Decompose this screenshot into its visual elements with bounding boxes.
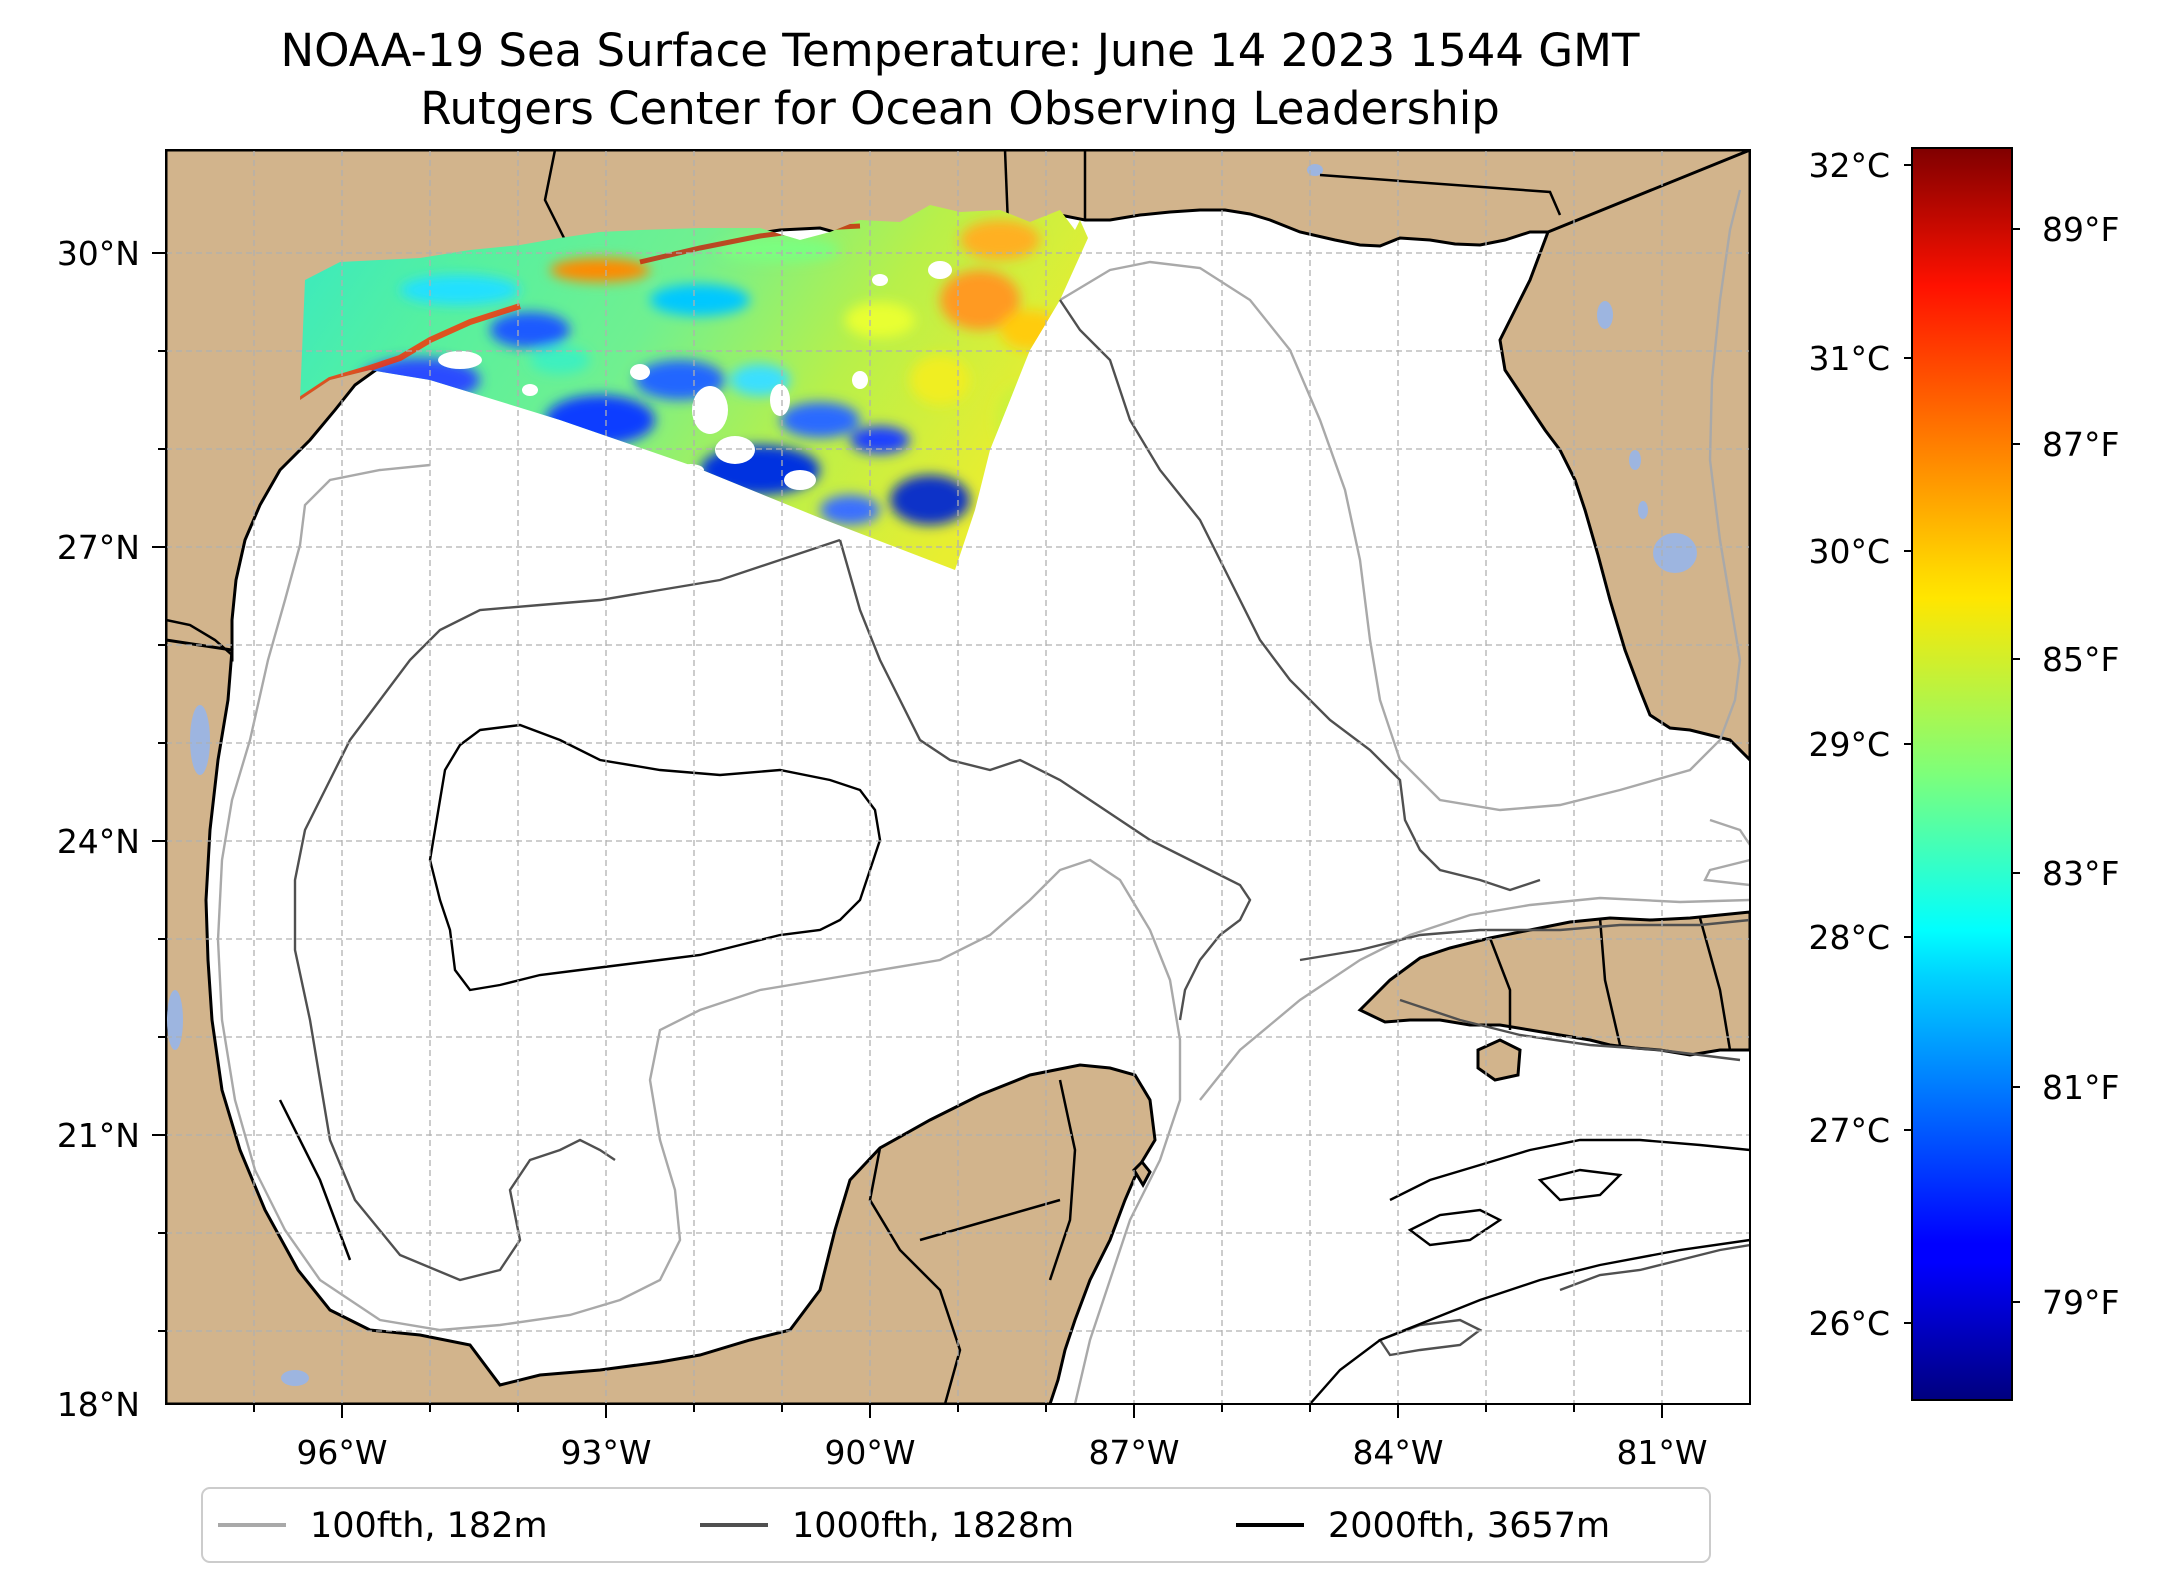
lat-tick-label: 21°N	[57, 1116, 140, 1155]
border-state-2	[1003, 150, 1010, 226]
colorbar-celsius-label: 29°C	[1808, 725, 1890, 764]
colorbar-celsius-ticks	[1904, 164, 1912, 1324]
colorbar-fahrenheit-label: 81°F	[2042, 1068, 2119, 1107]
lake-okeechobee	[1653, 533, 1697, 573]
lake-florida-2	[1629, 450, 1641, 470]
border-cuba-1	[1488, 937, 1512, 1030]
lon-tick-label: 90°W	[824, 1433, 915, 1472]
isobath-2000fth	[428, 723, 1750, 1404]
colorbar-fahrenheit-label: 79°F	[2042, 1283, 2119, 1322]
legend-item: 100fth, 182m	[218, 1506, 548, 1546]
colorbar-fahrenheit-label: 89°F	[2042, 210, 2119, 249]
colorbar-celsius-label: 26°C	[1808, 1304, 1890, 1343]
lake-georgia	[1307, 164, 1323, 176]
lon-tick-label: 84°W	[1352, 1433, 1443, 1472]
lake-florida-1	[1597, 301, 1613, 329]
lon-tick-label: 81°W	[1616, 1433, 1707, 1472]
land-cozumel	[1132, 1159, 1152, 1189]
sst-coastal-warm-band	[300, 303, 521, 403]
lake-florida-3	[1638, 501, 1648, 519]
legend-box	[201, 1487, 1711, 1563]
border-mexico-states-1	[868, 1147, 962, 1404]
legend: 100fth, 182m 1000fth, 1828m 2000fth, 365…	[201, 1487, 1711, 1563]
land-mexico	[166, 638, 1157, 1404]
lat-tick-label: 27°N	[57, 528, 140, 567]
colorbar-celsius-label: 32°C	[1808, 146, 1890, 185]
sst-cloud-gaps	[392, 261, 952, 490]
lon-tick-label: 93°W	[560, 1433, 651, 1472]
colorbar-celsius-label: 28°C	[1808, 918, 1890, 957]
border-cuba-3	[1698, 917, 1732, 1051]
lat-tick-labels: 30°N 27°N 24°N 21°N 18°N	[57, 234, 140, 1424]
lon-tick-label: 96°W	[296, 1433, 387, 1472]
legend-label: 1000fth, 1828m	[792, 1506, 1074, 1546]
lat-tick-label: 18°N	[57, 1385, 140, 1424]
colorbar-celsius-label: 30°C	[1808, 532, 1890, 571]
border-mexico-states-2	[1048, 1079, 1077, 1281]
isobath-100fth	[216, 189, 1750, 1404]
lake-mexico-coast	[167, 990, 183, 1050]
lon-tick-labels: 96°W 93°W 90°W 87°W 84°W 81°W	[296, 1433, 1707, 1472]
colorbar-fahrenheit-label: 87°F	[2042, 425, 2119, 464]
colorbar-fahrenheit-label: 85°F	[2042, 640, 2119, 679]
lake-laguna-madre	[190, 705, 210, 775]
colorbar-fahrenheit-label: 83°F	[2042, 854, 2119, 893]
colorbar-gradient	[1911, 147, 2013, 1401]
gridlines	[166, 150, 1750, 1404]
chart-title: NOAA-19 Sea Surface Temperature: June 14…	[280, 24, 1640, 77]
border-mexico-states-3	[919, 1198, 1061, 1242]
legend-item: 2000fth, 3657m	[1236, 1506, 1610, 1546]
legend-item: 1000fth, 1828m	[700, 1506, 1074, 1546]
isobath-1000fth	[293, 299, 1750, 1357]
axis-tick-marks	[152, 252, 1663, 1418]
map-area	[166, 150, 1750, 1404]
colorbar-celsius-label: 27°C	[1808, 1111, 1890, 1150]
lon-tick-label: 87°W	[1088, 1433, 1179, 1472]
colorbar-celsius-label: 31°C	[1808, 339, 1890, 378]
legend-label: 100fth, 182m	[310, 1506, 548, 1546]
lat-tick-label: 30°N	[57, 234, 140, 273]
chart-subtitle: Rutgers Center for Ocean Observing Leade…	[420, 82, 1500, 135]
lat-tick-label: 24°N	[57, 822, 140, 861]
colorbar: 32°C 31°C 30°C 29°C 28°C 27°C 26°C 89°F …	[1808, 146, 2119, 1401]
lake-south-mexico	[281, 1370, 309, 1386]
border-state-4	[1319, 173, 1562, 216]
land-isla-juventud	[1476, 1038, 1522, 1082]
border-us-mexico	[166, 618, 233, 656]
legend-label: 2000fth, 3657m	[1328, 1506, 1610, 1546]
colorbar-fahrenheit-ticks	[2012, 228, 2020, 1303]
land-florida	[1498, 150, 1750, 763]
lakes-layer	[167, 164, 1697, 1386]
